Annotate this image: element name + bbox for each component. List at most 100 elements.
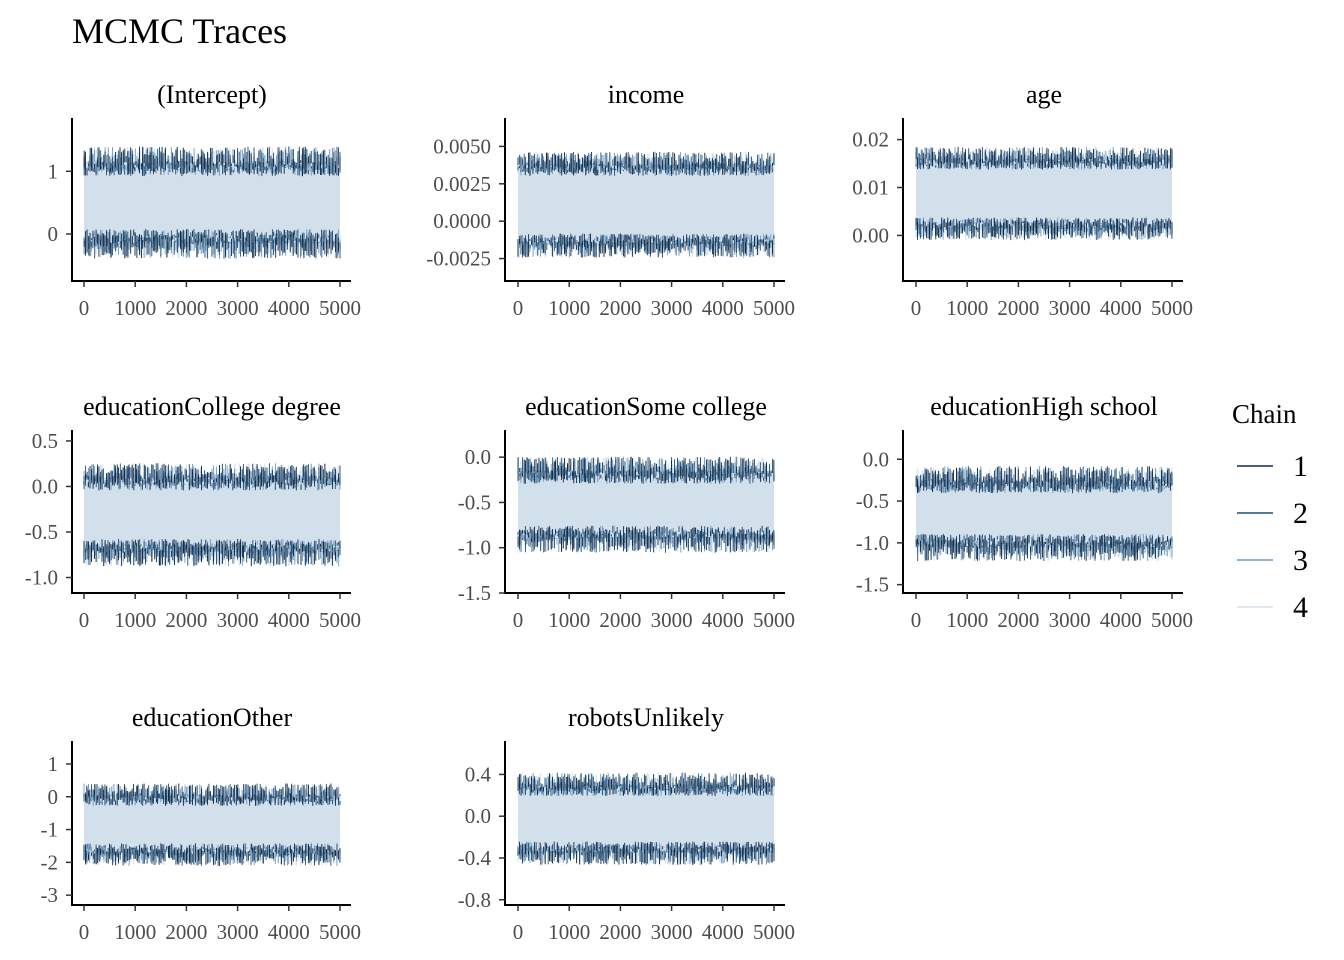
x-tick-label: 2000 <box>599 608 641 632</box>
y-tick-label: -1.5 <box>856 573 889 597</box>
y-tick-label: 0 <box>48 222 59 246</box>
y-tick-label: -1.0 <box>458 536 491 560</box>
y-tick-label: 0.0025 <box>433 172 491 196</box>
y-tick-label: 0.0050 <box>433 134 491 158</box>
y-tick-label: 0.0 <box>465 445 491 469</box>
x-tick-label: 0 <box>911 608 922 632</box>
x-tick-label: 3000 <box>651 296 693 320</box>
x-tick-label: 5000 <box>1151 608 1193 632</box>
x-tick-label: 1000 <box>114 296 156 320</box>
y-tick-label: -0.5 <box>856 489 889 513</box>
y-tick-label: 0.0000 <box>433 209 491 233</box>
y-tick-label: 0 <box>48 785 59 809</box>
y-tick-label: 0.0 <box>863 447 889 471</box>
panel-title: robotsUnlikely <box>568 703 724 732</box>
y-tick-label: 1 <box>48 159 59 183</box>
trace-lines <box>915 466 1173 562</box>
x-tick-label: 0 <box>513 296 524 320</box>
y-tick-label: -0.0025 <box>426 247 491 271</box>
x-tick-label: 2000 <box>165 296 207 320</box>
x-tick-label: 0 <box>79 920 90 944</box>
x-tick-label: 5000 <box>319 296 361 320</box>
chain-trace <box>517 151 775 258</box>
x-tick-label: 5000 <box>753 608 795 632</box>
trace-lines <box>517 456 775 553</box>
panel-title: income <box>608 80 685 109</box>
trace-panel: educationHigh school -1.5 -1.0 -0.5 0.0 0 1000… <box>856 392 1193 632</box>
x-tick-label: 1000 <box>548 296 590 320</box>
x-tick-label: 0 <box>911 296 922 320</box>
chain-trace <box>915 146 1173 241</box>
y-tick-label: 1 <box>48 752 59 776</box>
legend-title: Chain <box>1232 399 1297 429</box>
panel-title: age <box>1026 80 1062 109</box>
x-tick-label: 3000 <box>1049 296 1091 320</box>
legend-label: 1 <box>1293 450 1308 483</box>
y-tick-label: 0.00 <box>852 223 889 247</box>
x-tick-label: 1000 <box>114 608 156 632</box>
trace-panels: (Intercept)010 1000 2000 3000 4000 5000income… <box>25 80 1193 944</box>
trace-lines <box>517 151 775 258</box>
y-tick-label: -1 <box>41 818 59 842</box>
trace-panel: age 0.00 0.01 0.02 0 1000 2000 3000 4000 5000 <box>852 80 1193 320</box>
y-tick-label: 0.5 <box>32 429 58 453</box>
y-tick-label: -1.5 <box>458 581 491 605</box>
trace-band <box>916 158 1172 229</box>
x-tick-label: 0 <box>79 296 90 320</box>
trace-band <box>84 161 340 244</box>
trace-band <box>84 477 340 553</box>
x-tick-label: 4000 <box>268 296 310 320</box>
x-tick-label: 3000 <box>1049 608 1091 632</box>
x-tick-label: 5000 <box>753 920 795 944</box>
x-tick-label: 1000 <box>548 920 590 944</box>
trace-lines <box>83 146 341 259</box>
x-tick-label: 4000 <box>1100 608 1142 632</box>
x-tick-label: 4000 <box>268 608 310 632</box>
y-tick-label: 0.0 <box>32 474 58 498</box>
trace-lines <box>83 463 341 567</box>
y-tick-label: -0.4 <box>458 846 492 870</box>
x-tick-label: 5000 <box>319 608 361 632</box>
x-tick-label: 1000 <box>548 608 590 632</box>
x-tick-label: 3000 <box>217 296 259 320</box>
trace-panel: educationCollege degree -1.0 -0.5 0.0 0.5 0 10… <box>25 392 361 632</box>
legend-label: 3 <box>1293 544 1308 577</box>
panel-title: (Intercept) <box>157 80 267 109</box>
y-tick-label: -1.0 <box>856 531 889 555</box>
x-tick-label: 1000 <box>946 608 988 632</box>
x-tick-label: 2000 <box>165 608 207 632</box>
x-tick-label: 2000 <box>599 920 641 944</box>
chain-trace <box>517 456 775 553</box>
x-tick-label: 4000 <box>702 920 744 944</box>
panel-title: educationOther <box>132 703 293 732</box>
x-tick-label: 4000 <box>268 920 310 944</box>
chain-trace <box>517 772 775 865</box>
panel-title: educationHigh school <box>930 392 1157 421</box>
x-tick-label: 2000 <box>997 608 1039 632</box>
chain-trace <box>83 146 341 259</box>
x-tick-label: 3000 <box>217 920 259 944</box>
x-tick-label: 4000 <box>702 608 744 632</box>
y-tick-label: -1.0 <box>25 566 58 590</box>
x-tick-label: 2000 <box>165 920 207 944</box>
trace-lines <box>517 772 775 865</box>
panel-title: educationSome college <box>525 392 767 421</box>
legend-label: 4 <box>1293 591 1308 624</box>
x-tick-label: 3000 <box>651 608 693 632</box>
y-tick-label: -0.8 <box>458 888 491 912</box>
legend-label: 2 <box>1293 497 1308 530</box>
figure-title: MCMC Traces <box>72 11 287 51</box>
trace-panel: educationSome college -1.5 -1.0 -0.5 0.0 0 100… <box>458 392 795 632</box>
x-tick-label: 0 <box>513 608 524 632</box>
x-tick-label: 3000 <box>217 608 259 632</box>
x-tick-label: 1000 <box>946 296 988 320</box>
panel-title: educationCollege degree <box>83 392 341 421</box>
y-tick-label: 0.02 <box>852 128 889 152</box>
chain-trace <box>83 783 341 866</box>
trace-panel: income -0.0025 0.0000 0.0025 0.0050 0 1000 2000… <box>426 80 795 320</box>
x-tick-label: 1000 <box>114 920 156 944</box>
y-tick-label: 0.0 <box>465 804 491 828</box>
x-tick-label: 4000 <box>702 296 744 320</box>
trace-panel: robotsUnlikely -0.8 -0.4 0.0 0.4 0 1000 2000 300… <box>458 703 795 944</box>
